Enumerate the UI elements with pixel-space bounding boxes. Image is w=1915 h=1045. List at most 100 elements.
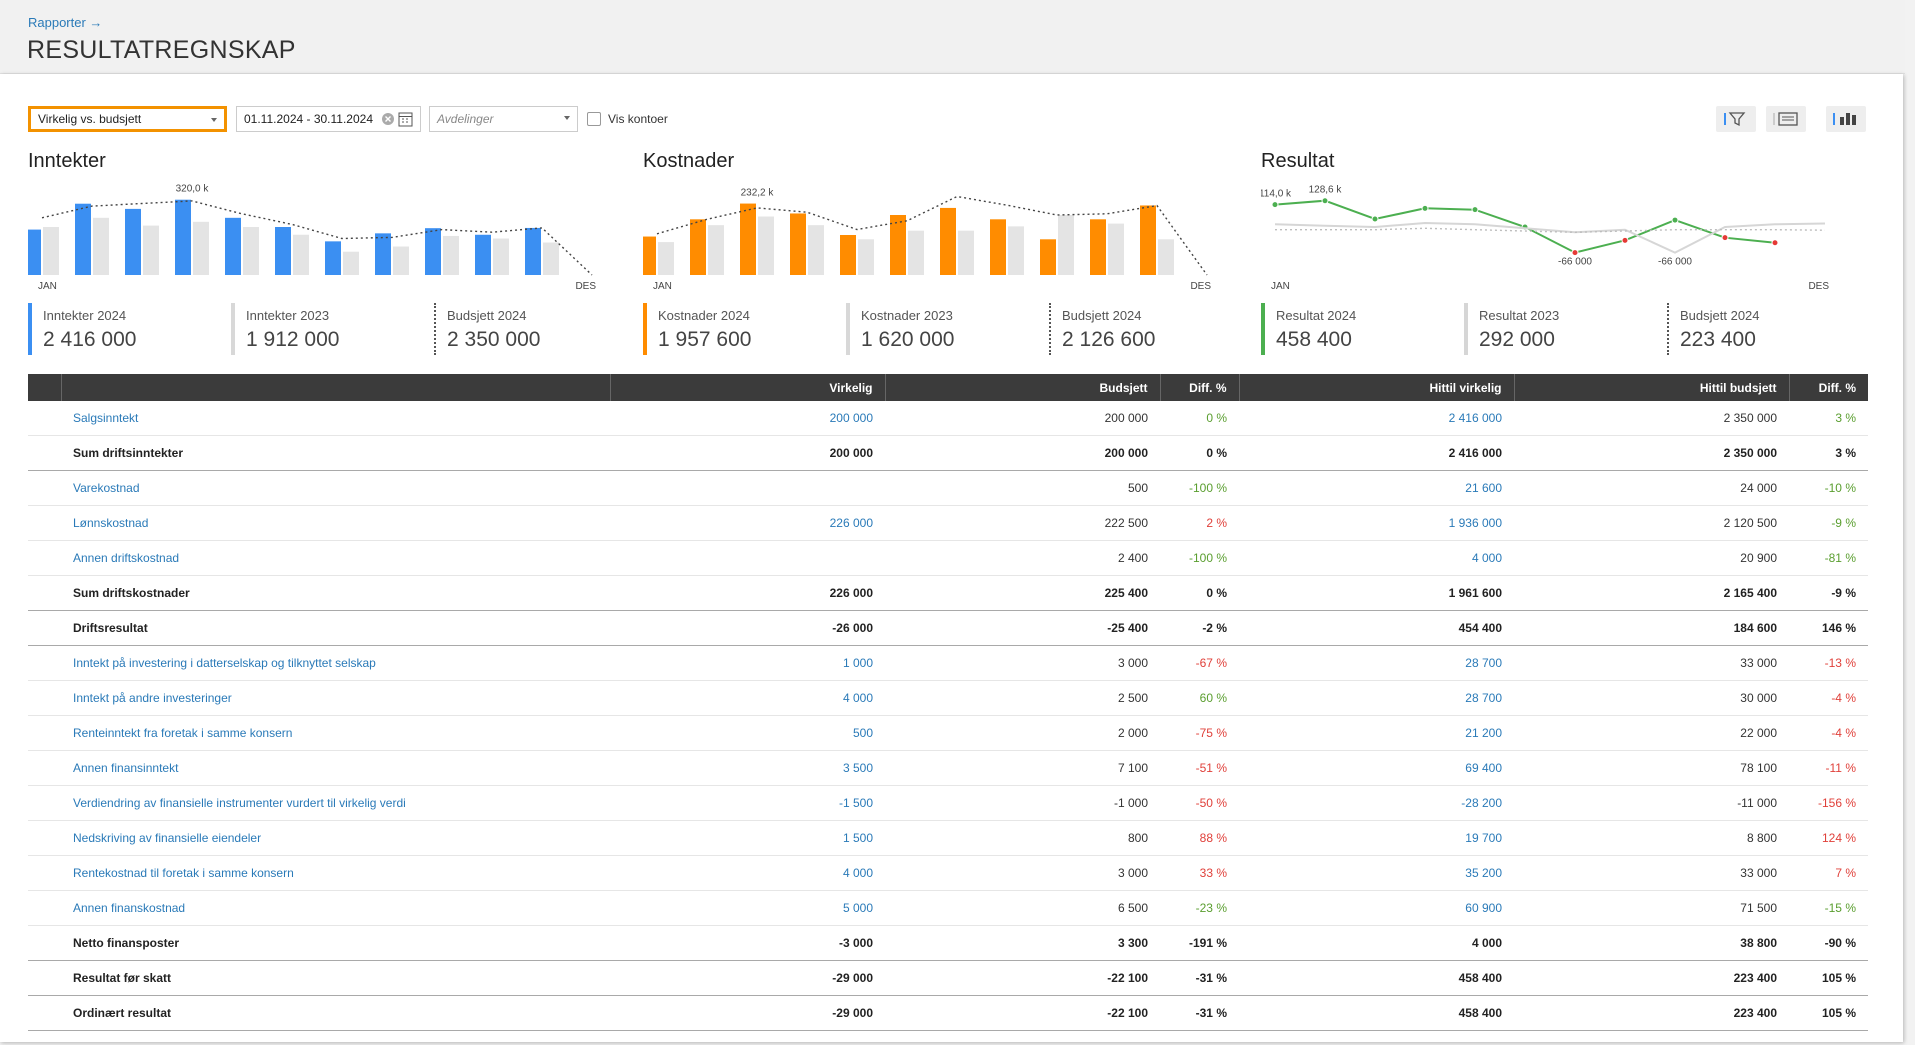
row-label[interactable]: Lønnskostnad <box>61 505 610 541</box>
report-type-select[interactable]: Virkelig vs. budsjett <box>28 106 227 132</box>
cell[interactable]: 500 <box>610 715 885 751</box>
calendar-grid <box>399 116 412 123</box>
cell[interactable]: 226 000 <box>610 505 885 541</box>
chart-view-button[interactable] <box>1826 106 1866 132</box>
cell: 458 400 <box>1239 995 1514 1031</box>
point <box>1471 206 1479 214</box>
spacer-cell <box>28 505 61 541</box>
row-label[interactable]: Verdiendring av finansielle instrumenter… <box>61 785 610 821</box>
period-text: 01.11.2024 - 30.11.2024 <box>244 112 373 126</box>
report-type-text: Virkelig vs. budsjett <box>38 112 142 126</box>
kpi-tile: Inntekter 2023 1 912 000 <box>231 303 421 355</box>
calendar-icon[interactable] <box>398 112 413 127</box>
row-label[interactable]: Rentekostnad til foretak i samme konsern <box>61 855 610 891</box>
row-label[interactable]: Nedskriving av finansielle eiendeler <box>61 820 610 856</box>
bar <box>543 242 559 275</box>
cell[interactable]: 3 500 <box>610 750 885 786</box>
cell: -25 400 <box>885 610 1160 646</box>
cell: -15 % <box>1789 890 1868 926</box>
table-header: Virkelig Budsjett Diff. % Hittil virkelig Hi… <box>28 374 1868 401</box>
cell[interactable]: 1 936 000 <box>1239 505 1514 541</box>
cell[interactable]: 69 400 <box>1239 750 1514 786</box>
row-label[interactable]: Annen finansinntekt <box>61 750 610 786</box>
row-label[interactable]: Renteinntekt fra foretak i samme konsern <box>61 715 610 751</box>
cell[interactable]: 1 500 <box>610 820 885 856</box>
show-accounts[interactable]: Vis kontoer <box>587 106 727 132</box>
cell[interactable]: 4 000 <box>610 680 885 716</box>
spacer-cell <box>28 785 61 821</box>
cell: -75 % <box>1160 715 1239 751</box>
cell: 88 % <box>1160 820 1239 856</box>
cell[interactable]: 2 416 000 <box>1239 401 1514 436</box>
row-label[interactable]: Varekostnad <box>61 470 610 506</box>
cell[interactable]: 5 000 <box>610 890 885 926</box>
cell: -9 % <box>1789 505 1868 541</box>
bar <box>393 246 409 275</box>
table-row: Driftsresultat -26 000 -25 400 -2 % 454 400 1… <box>28 610 1868 646</box>
budget-line <box>41 200 593 276</box>
cell[interactable]: 60 900 <box>1239 890 1514 926</box>
spacer-cell <box>28 715 61 751</box>
result-table: Virkelig Budsjett Diff. % Hittil virkelig Hi… <box>28 374 1868 1031</box>
cell: -29 000 <box>610 960 885 996</box>
cell[interactable]: 28 700 <box>1239 680 1514 716</box>
cell: -50 % <box>1160 785 1239 821</box>
data-label: -66 000 <box>1558 257 1592 268</box>
spacer-cell <box>28 680 61 716</box>
cell[interactable]: 200 000 <box>610 401 885 436</box>
department-select[interactable]: Avdelinger <box>429 106 578 132</box>
cell: -23 % <box>1160 890 1239 926</box>
breadcrumb[interactable]: Rapporter → <box>28 15 103 30</box>
row-label[interactable]: Salgsinntekt <box>61 401 610 436</box>
bar <box>93 217 109 275</box>
cell[interactable]: 19 700 <box>1239 820 1514 856</box>
spacer-cell <box>28 401 61 436</box>
cell: 7 % <box>1789 855 1868 891</box>
cell: 458 400 <box>1239 960 1514 996</box>
cell: -9 % <box>1789 575 1868 611</box>
row-label[interactable]: Inntekt på investering i datterselskap o… <box>61 645 610 681</box>
date-icons <box>382 112 413 127</box>
cell: -2 % <box>1160 610 1239 646</box>
table-row: Sum driftsinntekter 200 000 200 000 0 % 2 41… <box>28 435 1868 471</box>
x-tick-label: DES <box>575 281 596 292</box>
spacer-cell <box>28 435 61 471</box>
cell[interactable]: 21 200 <box>1239 715 1514 751</box>
kpi-value: 2 350 000 <box>447 328 541 351</box>
cell: 105 % <box>1789 995 1868 1031</box>
row-label[interactable]: Annen finanskostnad <box>61 890 610 926</box>
table-row: Rentekostnad til foretak i samme konsern… <box>28 855 1868 891</box>
table-row: Sum driftskostnader 226 000 225 400 0 % 1 96… <box>28 575 1868 611</box>
bar <box>43 227 59 275</box>
cell[interactable] <box>610 470 885 506</box>
column-header: Virkelig <box>609 374 885 401</box>
chart-title: Kostnader <box>643 150 735 172</box>
cell[interactable] <box>610 540 885 576</box>
filter-button[interactable] <box>1716 106 1756 132</box>
checkbox-label: Vis kontoer <box>608 112 668 126</box>
cell[interactable]: 4 000 <box>1239 540 1514 576</box>
text-view-button[interactable] <box>1766 106 1806 132</box>
period-input[interactable]: 01.11.2024 - 30.11.2024 <box>236 106 421 132</box>
kpi-label: Resultat 2024 <box>1276 308 1357 323</box>
checkbox[interactable] <box>587 112 601 126</box>
cell[interactable]: 21 600 <box>1239 470 1514 506</box>
cell: 2 500 <box>885 680 1160 716</box>
cell[interactable]: -28 200 <box>1239 785 1514 821</box>
cell: -156 % <box>1789 785 1868 821</box>
cell[interactable]: 4 000 <box>610 855 885 891</box>
page-title: RESULTATREGNSKAP <box>27 36 296 64</box>
row-label[interactable]: Annen driftskostnad <box>61 540 610 576</box>
row-label[interactable]: Inntekt på andre investeringer <box>61 680 610 716</box>
bar <box>343 251 359 275</box>
cell[interactable]: -1 500 <box>610 785 885 821</box>
spacer-cell <box>28 750 61 786</box>
spacer-cell <box>28 645 61 681</box>
cell[interactable]: 1 000 <box>610 645 885 681</box>
cell[interactable]: 28 700 <box>1239 645 1514 681</box>
data-label: 114,0 k <box>1261 189 1292 200</box>
point <box>1721 234 1729 242</box>
cell[interactable]: 35 200 <box>1239 855 1514 891</box>
table-row: Annen driftskostnad 2 400 -100 % 4 000 20 90… <box>28 540 1868 576</box>
cell: 223 400 <box>1514 995 1789 1031</box>
